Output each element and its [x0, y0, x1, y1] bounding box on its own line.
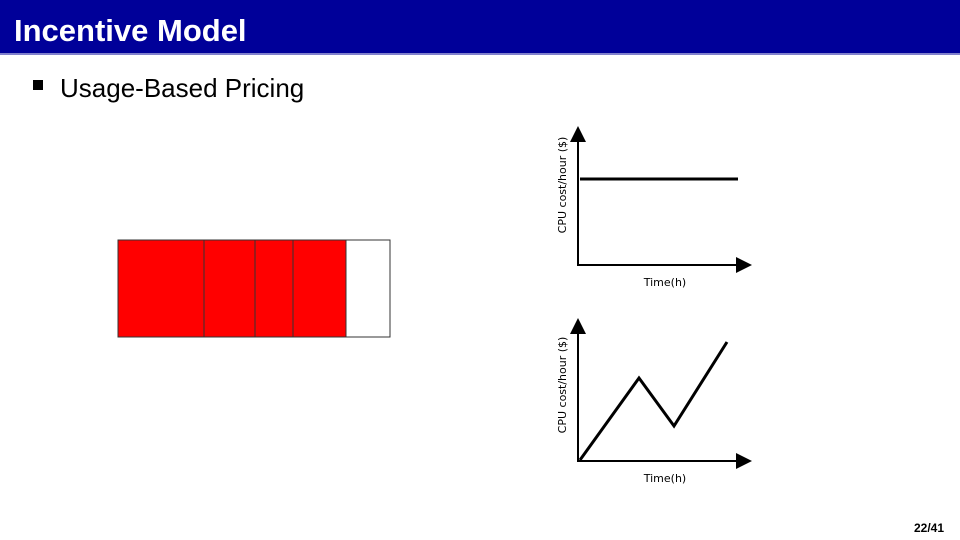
- page-number: 22/41: [914, 521, 944, 535]
- slide-title: Incentive Model: [14, 13, 247, 48]
- bullet-text: Usage-Based Pricing: [60, 73, 304, 103]
- block: [292, 239, 347, 338]
- diagram-varying: [570, 318, 752, 469]
- diagram-flat: [570, 126, 752, 273]
- header-bar: [0, 0, 960, 55]
- block: [254, 239, 294, 338]
- block: [117, 239, 205, 338]
- x-axis-label: Time(h): [643, 276, 686, 289]
- y-axis-label: CPU cost/hour ($): [556, 337, 569, 434]
- y-axis-label: CPU cost/hour ($): [556, 137, 569, 234]
- price-line: [578, 341, 729, 461]
- block-empty: [345, 239, 391, 338]
- blocks: [117, 239, 391, 338]
- x-axis-label: Time(h): [643, 472, 686, 485]
- block: [203, 239, 256, 338]
- bullet-marker: [33, 80, 43, 90]
